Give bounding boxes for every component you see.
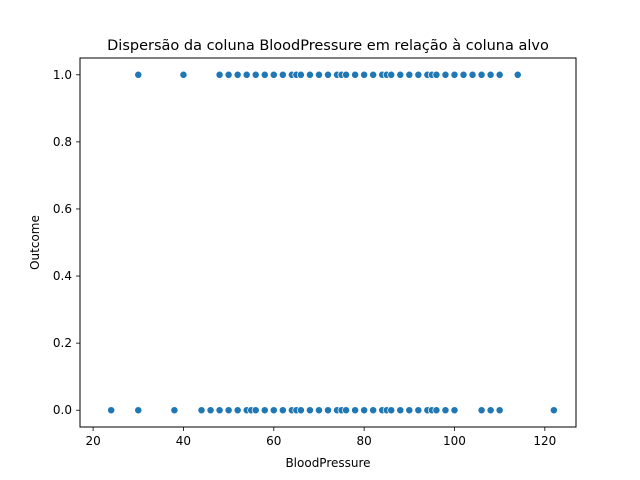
- scatter-point: [432, 70, 441, 79]
- y-tick-label: 0.6: [53, 202, 72, 216]
- y-axis: 0.0 0.2 0.4 0.6 0.8 1.0: [53, 68, 80, 417]
- scatter-point: [269, 70, 278, 79]
- scatter-point: [315, 70, 323, 79]
- scatter-point: [224, 70, 233, 79]
- y-tick-label: 0.4: [53, 269, 72, 283]
- scatter-point: [432, 406, 441, 415]
- scatter-point: [260, 70, 269, 79]
- scatter-point: [134, 70, 143, 79]
- scatter-point: [206, 406, 215, 415]
- y-tick-label: 1.0: [53, 68, 72, 82]
- scatter-point: [441, 70, 450, 79]
- scatter-point: [360, 406, 369, 415]
- scatter-point: [305, 70, 314, 79]
- scatter-point: [342, 406, 351, 415]
- scatter-point: [450, 406, 459, 415]
- scatter-point: [233, 70, 242, 79]
- scatter-point: [396, 70, 405, 79]
- scatter-point: [414, 406, 423, 415]
- scatter-point: [107, 406, 116, 415]
- scatter-point: [486, 406, 495, 415]
- scatter-point: [387, 70, 396, 79]
- x-tick-label: 120: [533, 434, 556, 448]
- scatter-point: [387, 406, 396, 415]
- scatter-point: [251, 406, 260, 415]
- scatter-point: [486, 70, 495, 79]
- y-tick-label: 0.0: [53, 403, 72, 417]
- scatter-point: [324, 70, 332, 79]
- scatter-point: [495, 406, 504, 415]
- scatter-point: [197, 406, 206, 415]
- scatter-point: [351, 70, 360, 79]
- scatter-point: [396, 406, 405, 415]
- scatter-point: [215, 70, 224, 79]
- scatter-point: [224, 406, 233, 415]
- points-layer: [107, 70, 558, 415]
- x-axis: 20 40 60 80 100 120: [85, 427, 556, 448]
- chart-title: Dispersão da coluna BloodPressure em rel…: [107, 38, 549, 54]
- y-tick-label: 0.8: [53, 135, 72, 149]
- scatter-point: [260, 406, 269, 415]
- scatter-point: [269, 406, 278, 415]
- scatter-point: [360, 70, 369, 79]
- scatter-point: [278, 70, 287, 79]
- x-tick-label: 20: [85, 434, 100, 448]
- scatter-point: [324, 406, 332, 415]
- scatter-point: [215, 406, 224, 415]
- scatter-point: [242, 70, 251, 79]
- scatter-point: [170, 406, 179, 415]
- scatter-point: [134, 406, 143, 415]
- y-axis-label: Outcome: [28, 215, 42, 270]
- scatter-point: [405, 70, 414, 79]
- scatter-point: [342, 70, 351, 79]
- scatter-point: [513, 70, 522, 79]
- scatter-point: [369, 406, 378, 415]
- scatter-point: [459, 70, 468, 79]
- x-tick-label: 100: [443, 434, 466, 448]
- scatter-point: [477, 406, 486, 415]
- scatter-point: [233, 406, 242, 415]
- scatter-point: [315, 406, 323, 415]
- scatter-point: [405, 406, 414, 415]
- scatter-point: [495, 70, 504, 79]
- scatter-point: [549, 406, 558, 415]
- x-tick-label: 80: [356, 434, 371, 448]
- x-axis-label: BloodPressure: [285, 456, 370, 470]
- scatter-point: [441, 406, 450, 415]
- scatter-point: [179, 70, 188, 79]
- scatter-point: [369, 70, 378, 79]
- scatter-point: [414, 70, 423, 79]
- scatter-point: [351, 406, 360, 415]
- scatter-point: [296, 70, 305, 79]
- scatter-point: [296, 406, 305, 415]
- x-tick-label: 60: [266, 434, 281, 448]
- scatter-point: [477, 70, 486, 79]
- scatter-point: [305, 406, 314, 415]
- scatter-point: [251, 70, 260, 79]
- y-tick-label: 0.2: [53, 336, 72, 350]
- scatter-point: [278, 406, 287, 415]
- scatter-point: [450, 70, 459, 79]
- x-tick-label: 40: [176, 434, 191, 448]
- scatter-point: [468, 70, 477, 79]
- plot-area-frame: [79, 57, 577, 428]
